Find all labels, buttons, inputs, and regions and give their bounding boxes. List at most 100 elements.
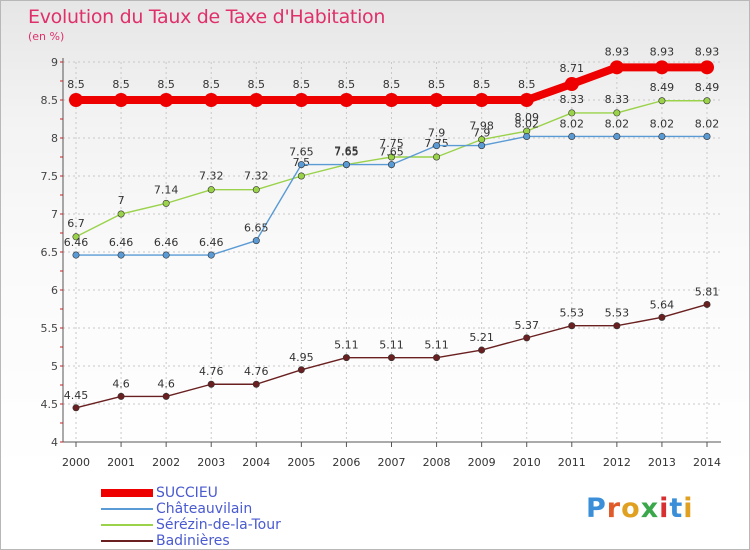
data-point <box>297 161 305 169</box>
legend-swatch <box>101 489 153 497</box>
data-point <box>703 300 711 308</box>
data-point <box>474 93 489 107</box>
data-point <box>703 97 711 105</box>
data-label: 6.7 <box>67 217 85 230</box>
data-point <box>252 186 260 194</box>
series-layer: 4.45 4.6 4.6 4.76 4.76 4.95 5.11 5.11 5.11 5.21 5.… <box>64 45 720 412</box>
data-label: 8.09 <box>514 111 539 124</box>
legend-swatch <box>101 524 153 526</box>
data-point <box>159 93 174 107</box>
legend-swatch <box>101 540 153 542</box>
data-label: 4.95 <box>289 351 314 364</box>
data-label: 5.11 <box>334 339 359 352</box>
y-tick-label: 9 <box>51 56 58 69</box>
data-point <box>207 186 215 194</box>
x-tick-label: 2012 <box>603 456 631 469</box>
data-point <box>387 161 395 169</box>
data-label: 7 <box>118 194 125 207</box>
data-point <box>117 210 125 218</box>
data-point <box>342 354 350 362</box>
data-label: 8.02 <box>560 117 585 130</box>
y-tick-label: 4 <box>51 436 58 449</box>
y-tick-label: 5.5 <box>41 322 59 335</box>
data-point <box>387 354 395 362</box>
data-point <box>162 251 170 259</box>
axes: 4 4.5 5 5.5 6 6.5 7 7.5 8 8.5 9 2000 2001 2002 2003 200… <box>41 56 721 469</box>
series-2: 6.777.147.327.327.57.657.757.757.988.098… <box>67 81 720 241</box>
data-label: 5.53 <box>560 307 585 320</box>
data-label: 5.53 <box>605 307 630 320</box>
data-point <box>342 161 350 169</box>
data-label: 5.11 <box>379 339 404 352</box>
data-point <box>523 334 531 342</box>
data-label: 7.32 <box>244 170 269 183</box>
data-label: 4.76 <box>199 365 224 378</box>
legend-label: SUCCIEU <box>156 485 218 501</box>
data-label: 7.65 <box>334 146 359 159</box>
data-point <box>568 109 576 117</box>
y-tick-label: 8.5 <box>41 94 59 107</box>
x-tick-label: 2010 <box>513 456 541 469</box>
data-point <box>478 346 486 354</box>
data-point <box>72 251 80 259</box>
y-tick-label: 6.5 <box>41 246 59 259</box>
data-point <box>207 380 215 388</box>
data-point <box>72 233 80 241</box>
proxiti-logo: Proxiti <box>586 493 694 524</box>
data-point <box>654 60 669 75</box>
y-tick-label: 5 <box>51 360 58 373</box>
data-label: 8.5 <box>248 78 266 91</box>
logo-letter: r <box>606 493 622 524</box>
data-point <box>384 93 399 107</box>
data-point <box>162 392 170 400</box>
data-point <box>204 93 219 107</box>
y-tick-label: 8 <box>51 132 58 145</box>
data-point <box>658 132 666 140</box>
x-tick-label: 2001 <box>107 456 135 469</box>
data-point <box>72 404 80 412</box>
data-label: 8.33 <box>560 93 585 106</box>
data-label: 8.5 <box>473 78 491 91</box>
data-point <box>117 392 125 400</box>
x-tick-label: 2003 <box>197 456 225 469</box>
data-point <box>700 60 714 75</box>
data-point <box>433 354 441 362</box>
data-label: 8.93 <box>695 45 720 58</box>
data-label: 7.65 <box>379 146 404 159</box>
chart-unit-label: (en %) <box>28 30 65 43</box>
data-label: 7.65 <box>334 145 359 158</box>
series-0: 8.5 8.5 8.5 8.5 8.5 8.5 8.5 8.5 8.5 8.5 8.5 8.71 8.9… <box>67 45 719 107</box>
data-label: 5.81 <box>695 285 720 298</box>
data-label: 8.49 <box>695 81 720 94</box>
data-point <box>433 142 441 150</box>
logo-letter: o <box>621 493 641 524</box>
data-label: 8.5 <box>428 78 446 91</box>
data-label: 8.5 <box>293 78 311 91</box>
x-tick-label: 2008 <box>423 456 451 469</box>
data-label: 8.02 <box>695 117 720 130</box>
data-label: 8.5 <box>67 78 85 91</box>
chart-title: Evolution du Taux de Taxe d'Habitation <box>28 6 386 28</box>
data-point <box>568 322 576 330</box>
y-tick-label: 4.5 <box>41 398 59 411</box>
data-point <box>613 132 621 140</box>
y-tick-label: 6 <box>51 284 58 297</box>
data-label: 7.75 <box>379 137 404 150</box>
data-point <box>523 132 531 140</box>
data-label: 8.33 <box>605 93 630 106</box>
data-point <box>114 93 129 107</box>
data-label: 6.46 <box>109 236 134 249</box>
data-label: 6.46 <box>64 236 89 249</box>
data-point <box>297 172 305 180</box>
logo-letter: P <box>586 493 607 524</box>
legend-label: Badinières <box>156 533 230 549</box>
x-tick-label: 2007 <box>378 456 406 469</box>
data-label: 7.98 <box>469 120 494 133</box>
series-3: 4.45 4.6 4.6 4.76 4.76 4.95 5.11 5.11 5.11 5.21 5.… <box>64 285 720 412</box>
data-point <box>249 93 264 107</box>
data-label: 5.21 <box>469 331 494 344</box>
data-label: 8.5 <box>157 78 175 91</box>
data-point <box>478 142 486 150</box>
data-point <box>703 132 711 140</box>
